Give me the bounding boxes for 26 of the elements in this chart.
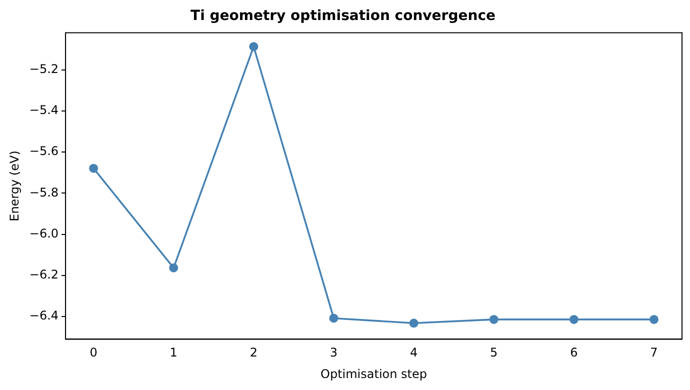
x-tick-label: 1 xyxy=(170,346,178,360)
point xyxy=(89,164,98,173)
x-tick-label: 4 xyxy=(410,346,418,360)
y-tick-label: −5.8 xyxy=(29,185,59,200)
x-tick-label: 0 xyxy=(90,346,98,360)
point xyxy=(329,314,338,323)
point xyxy=(169,263,178,272)
y-tick-label: −6.2 xyxy=(29,268,59,282)
point xyxy=(649,314,658,324)
x-tick-label: 2 xyxy=(250,346,258,360)
x-tick-label: 5 xyxy=(490,346,498,360)
y-tick-label: −5.6 xyxy=(29,144,59,158)
y-tick-label: −5.4 xyxy=(29,103,59,118)
point xyxy=(489,314,498,324)
y-axis-title: Energy (eV) xyxy=(7,150,22,222)
x-tick-label: 6 xyxy=(570,346,578,360)
chart-title: Ti geometry optimisation convergence xyxy=(190,8,496,24)
point xyxy=(249,42,258,52)
y-tick-label: −6.0 xyxy=(29,226,59,240)
x-axis-title: Optimisation step xyxy=(320,366,428,381)
point xyxy=(409,318,418,328)
x-tick-label: 7 xyxy=(650,346,658,360)
y-tick-label: −6.4 xyxy=(29,308,59,323)
x-tick-label: 3 xyxy=(330,346,338,360)
point xyxy=(569,314,578,324)
y-tick-label: −5.2 xyxy=(29,62,59,76)
